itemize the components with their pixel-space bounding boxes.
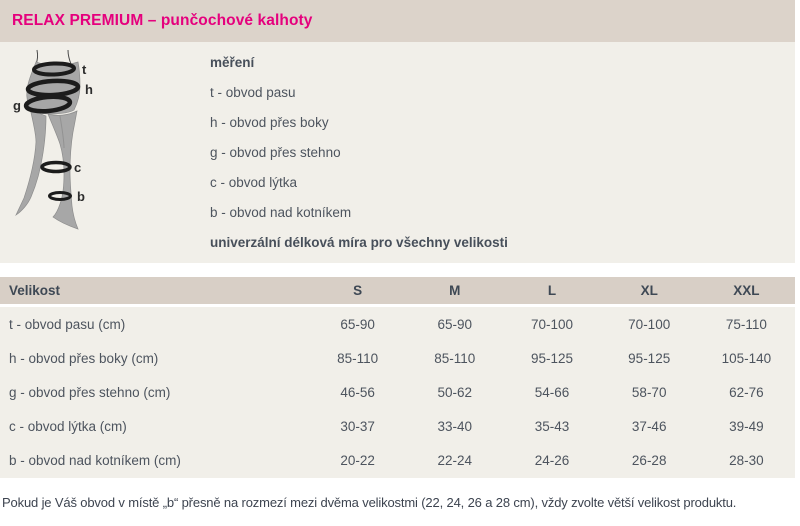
row-label: h - obvod přes boky (cm) [9,350,159,366]
sizing-note: Pokud je Váš obvod v místě „b“ přesně na… [2,495,737,510]
table-row-c: c - obvod lýtka (cm) 30-37 33-40 35-43 3… [0,410,795,444]
table-row-t: t - obvod pasu (cm) 65-90 65-90 70-100 7… [0,307,795,341]
legend-item-b: b - obvod nad kotníkem [210,205,352,220]
size-cell: 37-46 [631,419,667,435]
measure-band-t [32,61,76,77]
legs-illustration: t h g c b [13,49,93,230]
legend-heading: měření [210,55,255,70]
size-table-body: t - obvod pasu (cm) 65-90 65-90 70-100 7… [0,307,795,478]
row-label: g - obvod přes stehno (cm) [9,384,171,400]
right-leg-shape [47,110,79,230]
size-cell: 20-22 [340,453,375,469]
body-contour-right [67,49,72,65]
size-table-header-row: Velikost S M L XL XXL [0,277,795,307]
left-leg-shape [15,107,47,216]
size-cell: 22-24 [437,453,473,469]
size-column-m: M [449,283,461,298]
figure-label-b: b [77,189,85,204]
legend-item-g: g - obvod přes stehno [210,145,341,160]
size-column-xl: XL [640,283,658,298]
size-cell: 39-49 [729,419,764,435]
size-table: Velikost S M L XL XXL t - obvod pasu (cm… [0,277,795,478]
row-label: b - obvod nad kotníkem (cm) [9,453,181,469]
size-cell: 70-100 [628,316,671,332]
size-cell: 35-43 [534,419,570,435]
measurement-legend-section: t h g c b měření t - obvod pasu h - obvo… [0,42,795,263]
size-cell: 95-125 [530,350,574,366]
size-cell: 85-110 [434,350,476,366]
size-column-s: S [353,283,363,298]
legend-item-c: c - obvod lýtka [210,175,298,190]
size-column-xxl: XXL [733,283,760,298]
figure-label-h: h [85,82,93,97]
leg-shading-line [59,115,65,149]
measure-band-b [48,191,72,201]
title-band: RELAX PREMIUM – punčochové kalhoty [0,0,795,42]
size-cell: 46-56 [340,384,375,400]
size-cell: 75-110 [725,316,767,332]
measure-band-c [40,160,72,174]
size-cell: 62-76 [729,384,764,400]
size-cell: 85-110 [337,350,379,366]
legend-item-t: t - obvod pasu [210,85,296,100]
table-row-h: h - obvod přes boky (cm) 85-110 85-110 9… [0,341,795,375]
size-cell: 105-140 [721,350,772,366]
legs-measurement-figure: t h g c b [8,48,108,232]
row-label: c - obvod lýtka (cm) [9,419,127,435]
size-cell: 33-40 [437,419,473,435]
size-cell: 50-62 [437,384,473,400]
size-cell: 24-26 [534,453,570,469]
measure-band-g [23,94,73,114]
size-column-l: L [547,283,557,298]
size-cell: 58-70 [631,384,667,400]
size-cell: 26-28 [631,453,667,469]
size-cell: 30-37 [340,419,375,435]
figure-label-g: g [13,98,21,113]
figure-label-c: c [74,160,81,175]
figure-label-t: t [82,62,87,77]
size-table-header-label: Velikost [9,283,61,298]
table-row-b: b - obvod nad kotníkem (cm) 20-22 22-24 … [0,444,795,478]
legend-text-block: měření t - obvod pasu h - obvod přes bok… [210,48,508,258]
legend-item-h: h - obvod přes boky [210,115,329,130]
size-cell: 54-66 [534,384,570,400]
table-row-g: g - obvod přes stehno (cm) 46-56 50-62 5… [0,375,795,409]
size-cell: 65-90 [437,316,473,332]
size-cell: 95-125 [628,350,671,366]
legend-footer: univerzální délková míra pro všechny vel… [210,235,508,250]
size-cell: 28-30 [729,453,764,469]
size-cell: 70-100 [530,316,574,332]
size-cell: 65-90 [340,316,375,332]
page-title: RELAX PREMIUM – punčochové kalhoty [12,12,313,29]
row-label: t - obvod pasu (cm) [9,316,126,332]
